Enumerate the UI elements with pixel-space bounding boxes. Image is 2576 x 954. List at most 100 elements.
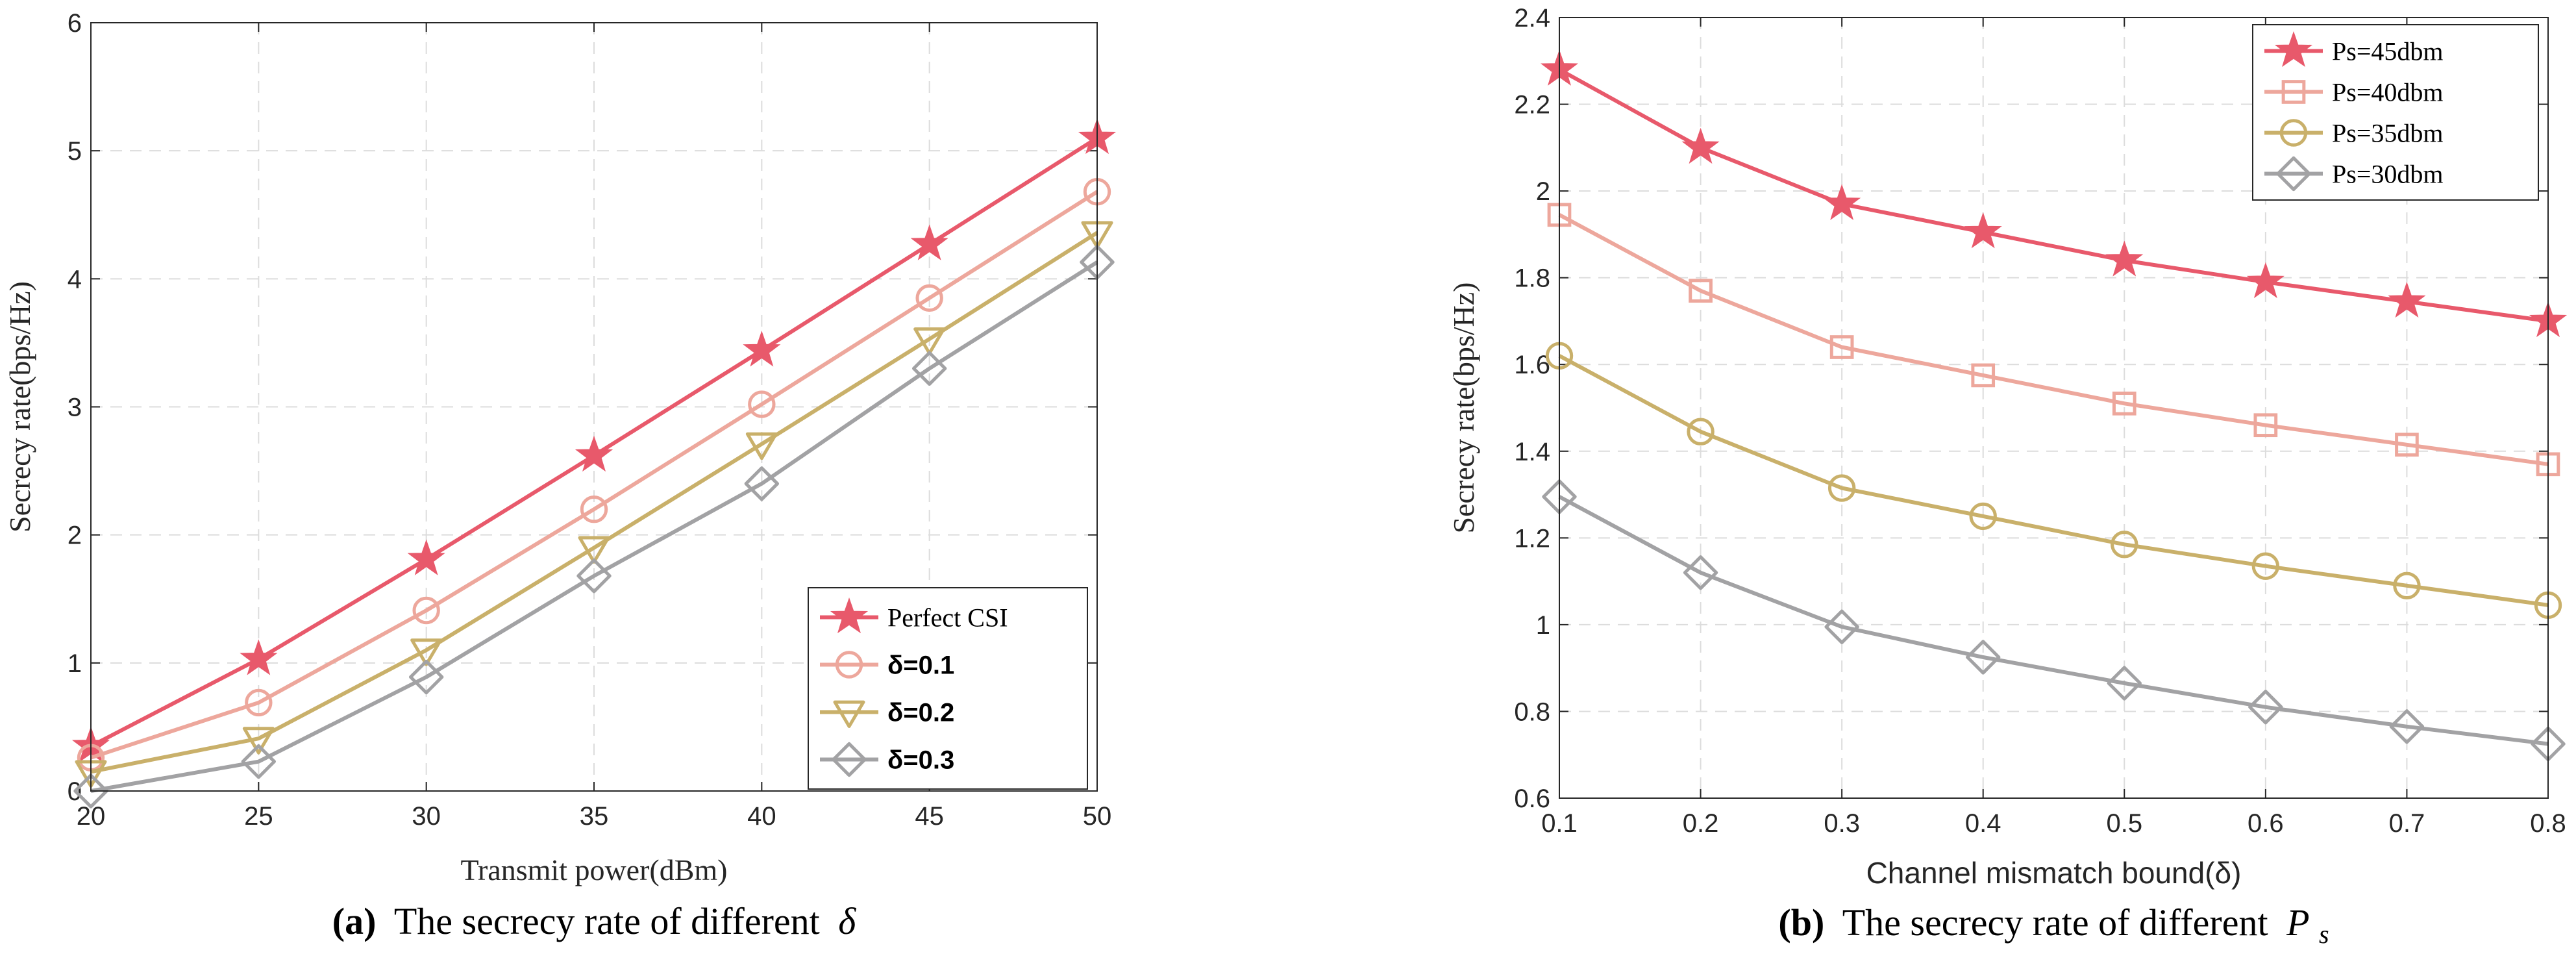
legend-marker xyxy=(2276,156,2311,192)
series-line xyxy=(1558,213,2549,466)
series-line xyxy=(1558,354,2549,607)
series-line xyxy=(1558,68,2549,323)
caption-symbol: P xyxy=(2286,901,2309,944)
data-point xyxy=(575,435,613,472)
data-point xyxy=(241,744,277,779)
data-point xyxy=(576,559,612,594)
data-point xyxy=(1827,474,1856,502)
legend-item: δ=0.2 xyxy=(820,699,954,728)
data-point xyxy=(1964,212,2002,249)
legend-label: Ps=30dbm xyxy=(2332,160,2443,189)
legend-label: Ps=40dbm xyxy=(2332,78,2443,107)
data-point xyxy=(1824,609,1859,644)
data-point xyxy=(408,659,444,695)
legend: Ps=45dbm Ps=40dbm Ps=35dbm Ps=30dbm xyxy=(2252,24,2539,201)
x-tick-label: 35 xyxy=(580,802,609,831)
data-point xyxy=(580,496,608,523)
data-point xyxy=(2393,571,2421,599)
series-line xyxy=(90,190,1098,760)
data-point xyxy=(73,773,108,809)
plot-frame xyxy=(1559,17,2549,799)
legend-marker xyxy=(2279,119,2308,147)
data-point xyxy=(744,466,780,501)
data-point xyxy=(412,596,440,625)
x-tick-label: 25 xyxy=(244,802,273,831)
y-tick-label: 1 xyxy=(68,649,82,678)
y-tick-label: 2.4 xyxy=(1514,4,1550,32)
data-point xyxy=(743,331,781,367)
data-point xyxy=(1966,640,2001,675)
data-point xyxy=(2111,531,2138,559)
legend-marker xyxy=(832,742,867,777)
tick-labels: 0.1 0.2 0.3 0.4 0.5 0.6 0.7 0.8 0.6 0.8 1 1.2 1.4 1.6… xyxy=(1514,4,2566,838)
data-point xyxy=(410,638,443,666)
data-point xyxy=(910,224,948,260)
caption-label: (b) xyxy=(1778,901,1824,944)
series-line xyxy=(90,231,1098,774)
caption-label: (a) xyxy=(332,900,377,942)
caption-text: The secrecy rate of different xyxy=(1842,901,2268,944)
y-tick-label: 2 xyxy=(68,521,82,550)
y-tick-label: 0.6 xyxy=(1514,785,1550,813)
data-point xyxy=(745,432,778,460)
y-tick-label: 1 xyxy=(1536,611,1550,640)
x-tick-label: 40 xyxy=(747,802,776,831)
legend-label: Perfect CSI xyxy=(887,603,1008,633)
y-tick-label: 1.4 xyxy=(1514,438,1550,466)
data-point xyxy=(1971,363,1996,388)
series-line xyxy=(90,260,1098,793)
series-3 xyxy=(1545,342,2562,620)
series-3 xyxy=(75,221,1113,788)
x-tick-label: 0.4 xyxy=(1965,809,2001,838)
legend-item: Ps=40dbm xyxy=(2264,78,2443,107)
y-axis-label: Secrecy rate(bps/Hz) xyxy=(1447,282,1480,534)
data-point xyxy=(913,327,946,355)
x-tick-label: 50 xyxy=(1083,802,1112,831)
legend-item: Ps=45dbm xyxy=(2264,31,2443,68)
data-point xyxy=(1829,335,1854,359)
data-point xyxy=(2112,391,2136,416)
data-point xyxy=(240,639,278,675)
data-point xyxy=(407,539,445,575)
data-point xyxy=(245,688,273,717)
data-point xyxy=(1969,502,1997,531)
data-point xyxy=(2251,552,2280,580)
data-point xyxy=(2248,690,2283,725)
series-group xyxy=(1540,49,2568,762)
y-tick-label: 1.2 xyxy=(1514,524,1550,553)
y-tick-label: 2.2 xyxy=(1514,91,1550,119)
legend-item: Ps=35dbm xyxy=(2264,119,2443,148)
data-point xyxy=(2395,433,2419,457)
chart-panel-b: 0.1 0.2 0.3 0.4 0.5 0.6 0.7 0.8 0.6 0.8 1 1.2 1.4 1.6… xyxy=(1447,4,2568,949)
x-tick-label: 0.5 xyxy=(2106,809,2142,838)
legend-label: Ps=45dbm xyxy=(2332,37,2443,66)
legend-label: δ=0.3 xyxy=(887,746,954,775)
x-axis-label: Channel mismatch bound(δ) xyxy=(1866,856,2242,890)
legend-marker xyxy=(833,700,865,728)
caption-symbol: δ xyxy=(838,900,856,942)
legend-marker xyxy=(835,651,863,679)
x-tick-label: 0.3 xyxy=(1824,809,1860,838)
data-point xyxy=(2388,281,2426,318)
legend-item: δ=0.1 xyxy=(820,651,954,680)
y-tick-label: 5 xyxy=(68,137,82,166)
legend-label: δ=0.1 xyxy=(887,651,954,680)
x-tick-label: 0.7 xyxy=(2389,809,2425,838)
legend-label: δ=0.2 xyxy=(887,699,954,727)
data-point xyxy=(1681,127,1720,164)
x-tick-label: 0.1 xyxy=(1541,809,1578,838)
y-tick-label: 4 xyxy=(68,265,82,294)
series-4 xyxy=(1542,479,2566,762)
x-tick-label: 30 xyxy=(412,802,441,831)
data-point xyxy=(2107,666,2142,701)
data-point xyxy=(242,727,275,755)
data-point xyxy=(2389,709,2425,744)
caption-text: The secrecy rate of different xyxy=(394,900,820,942)
y-tick-label: 0.8 xyxy=(1514,697,1550,726)
y-tick-label: 3 xyxy=(68,394,82,422)
series-4 xyxy=(73,245,1115,809)
plot-frame xyxy=(90,22,1098,792)
